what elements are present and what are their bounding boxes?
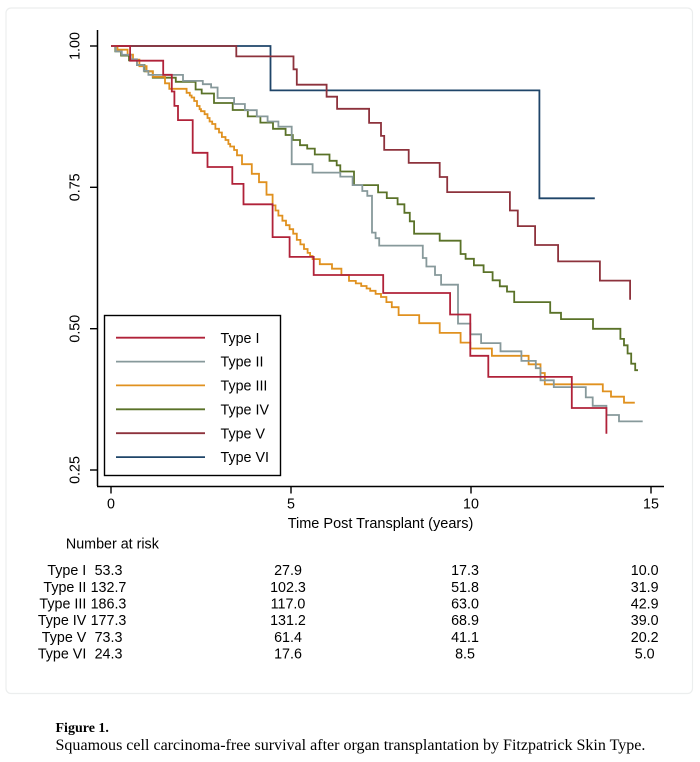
svg-text:15: 15 [643,497,659,513]
svg-text:Type II: Type II [221,355,264,371]
svg-text:Type II: Type II [43,580,86,596]
svg-text:20.2: 20.2 [631,630,659,646]
svg-text:186.3: 186.3 [91,597,127,613]
svg-text:31.9: 31.9 [631,580,659,596]
svg-text:68.9: 68.9 [451,613,479,629]
svg-text:Type IV: Type IV [38,613,87,629]
svg-text:Type VI: Type VI [38,646,86,662]
svg-text:63.0: 63.0 [451,597,479,613]
svg-text:0.75: 0.75 [67,173,83,201]
svg-text:177.3: 177.3 [91,613,127,629]
svg-text:61.4: 61.4 [274,630,302,646]
svg-text:Type V: Type V [221,426,266,442]
svg-text:102.3: 102.3 [270,580,306,596]
svg-text:17.3: 17.3 [451,563,479,579]
svg-text:131.2: 131.2 [270,613,306,629]
svg-text:Type III: Type III [39,597,86,613]
svg-text:24.3: 24.3 [95,646,123,662]
svg-text:73.3: 73.3 [95,630,123,646]
svg-text:Type IV: Type IV [221,402,270,418]
svg-text:51.8: 51.8 [451,580,479,596]
svg-text:Time Post Transplant (years): Time Post Transplant (years) [288,516,474,532]
svg-text:132.7: 132.7 [91,580,127,596]
svg-text:Type III: Type III [221,379,268,395]
svg-text:27.9: 27.9 [274,563,302,579]
svg-text:41.1: 41.1 [451,630,479,646]
svg-text:17.6: 17.6 [274,646,302,662]
svg-text:Type VI: Type VI [221,450,269,466]
svg-text:10.0: 10.0 [631,563,659,579]
svg-text:8.5: 8.5 [455,646,475,662]
svg-text:5.0: 5.0 [635,646,655,662]
svg-text:39.0: 39.0 [631,613,659,629]
svg-text:10: 10 [463,497,479,513]
svg-text:0.50: 0.50 [67,315,83,343]
svg-text:0: 0 [107,497,115,513]
svg-text:Type I: Type I [221,331,260,347]
svg-text:Type I: Type I [47,563,86,579]
svg-text:1.00: 1.00 [67,32,83,60]
svg-text:53.3: 53.3 [95,563,123,579]
svg-text:Number at risk: Number at risk [66,536,160,552]
svg-text:Type V: Type V [42,630,87,646]
svg-text:42.9: 42.9 [631,597,659,613]
svg-text:Figure 1.: Figure 1. [56,721,109,736]
svg-text:Squamous cell carcinoma-free s: Squamous cell carcinoma-free survival af… [56,737,646,754]
svg-text:0.25: 0.25 [67,456,83,484]
svg-text:117.0: 117.0 [271,597,306,613]
svg-text:5: 5 [287,497,295,513]
